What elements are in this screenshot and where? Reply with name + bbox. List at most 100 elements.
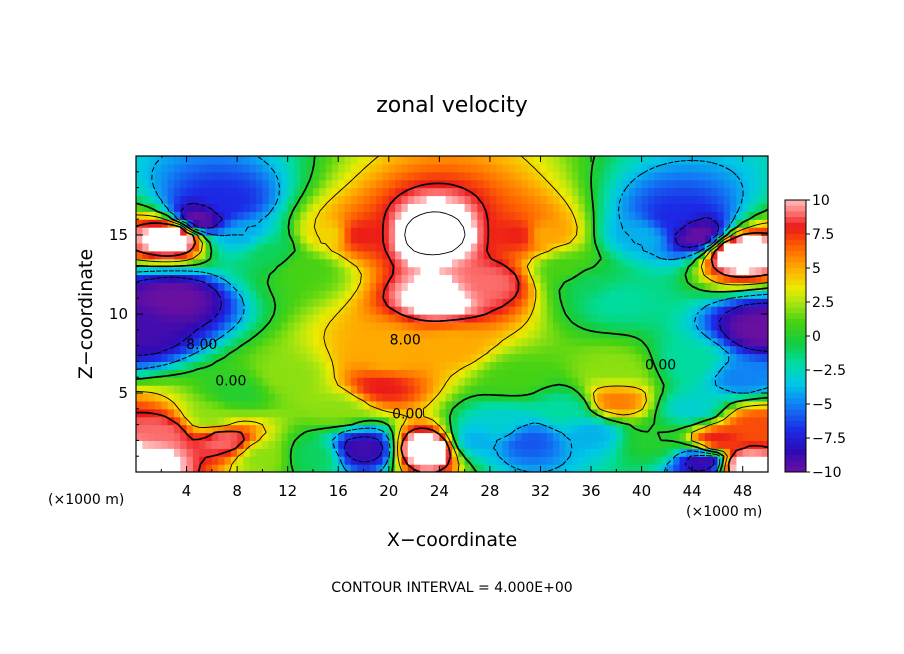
field-cell [218,250,226,260]
field-cell [199,440,207,449]
field-cell [344,211,352,220]
field-cell [230,250,238,260]
field-cell [496,337,504,347]
field-cell [433,385,440,394]
field-cell [559,156,567,165]
field-cell [256,416,263,426]
field-cell [565,298,573,307]
field-cell [730,282,737,291]
contour-label: 0.00 [645,358,676,374]
field-cell [742,393,750,402]
field-cell [281,195,289,204]
field-cell [420,195,428,204]
field-cell [382,448,390,457]
field-cell [382,416,390,426]
field-cell [331,266,339,276]
field-cell [730,448,737,457]
field-cell [628,266,636,276]
field-cell [218,440,226,449]
field-cell [546,440,554,449]
field-cell [559,306,567,315]
field-cell [142,290,150,299]
field-cell [281,282,289,291]
field-cell [186,353,194,362]
field-cell [268,282,276,291]
field-cell [755,156,763,165]
field-cell [287,306,295,315]
field-cell [338,242,346,252]
field-cell [401,321,409,331]
field-cell [458,464,466,472]
field-cell [559,163,567,173]
field-cell [616,156,624,165]
field-cell [338,195,346,204]
field-cell [622,306,630,315]
field-cell [464,432,472,441]
field-cell [546,377,554,386]
field-cell [749,369,756,378]
field-cell [350,440,358,449]
field-cell [470,424,478,434]
field-cell [641,274,649,283]
field-cell [749,432,756,441]
field-cell [319,369,327,378]
field-cell [527,163,535,173]
field-cell [369,171,377,181]
field-cell [287,290,295,299]
field-cell [388,369,396,378]
field-cell [142,321,150,331]
field-cell [698,187,706,197]
field-cell [414,266,421,276]
field-cell [470,282,478,291]
field-cell [306,329,314,339]
field-cell [369,440,377,449]
field-cell [445,400,453,410]
field-cell [388,385,396,394]
field-cell [218,314,226,323]
field-cell [635,227,643,236]
field-cell [180,219,188,228]
field-cell [211,345,219,355]
field-cell [186,408,194,418]
field-cell [300,219,308,228]
field-cell [306,456,314,465]
field-cell [268,369,276,378]
field-cell [641,337,649,347]
field-cell [230,156,238,165]
field-cell [420,163,428,173]
field-cell [211,179,219,189]
field-cell [262,235,270,244]
field-cell [426,211,434,220]
field-cell [401,274,409,283]
field-cell [660,369,668,378]
field-cell [628,195,636,204]
field-cell [395,298,403,307]
field-cell [622,377,630,386]
field-cell [584,203,592,212]
field-cell [559,424,567,434]
field-cell [388,306,396,315]
field-cell [331,195,339,204]
colorbar-swatch [785,438,806,445]
field-cell [635,266,643,276]
field-cell [363,227,371,236]
field-cell [578,329,586,339]
field-cell [717,321,725,331]
field-cell [154,242,162,252]
field-cell [603,448,611,457]
field-cell [262,290,270,299]
field-cell [559,432,567,441]
field-cell [287,424,295,434]
field-cell [749,321,756,331]
field-cell [742,400,750,410]
field-cell [180,258,188,268]
field-cell [452,369,459,378]
field-cell [218,298,226,307]
field-cell [654,298,662,307]
field-cell [306,408,314,418]
field-cell [616,408,624,418]
field-cell [452,321,459,331]
field-cell [350,400,358,410]
field-cell [578,385,586,394]
field-cell [205,250,213,260]
